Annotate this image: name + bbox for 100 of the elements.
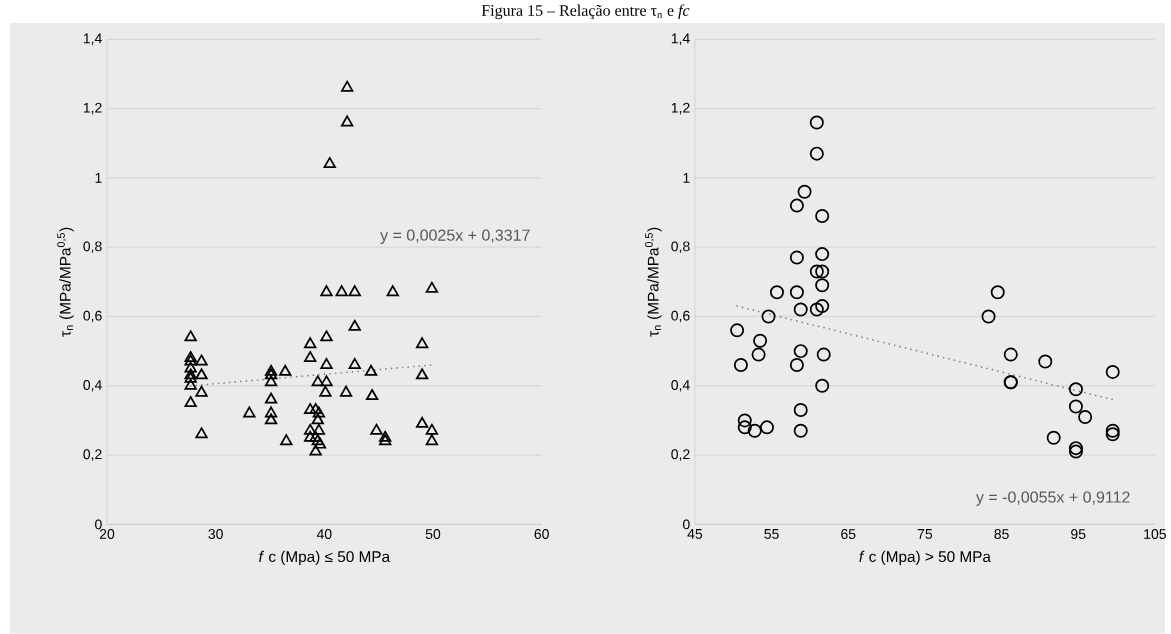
point bbox=[815, 278, 830, 293]
point bbox=[815, 247, 830, 262]
point bbox=[737, 413, 752, 428]
point bbox=[184, 378, 197, 390]
point bbox=[815, 378, 830, 393]
x-tick-label: 40 bbox=[316, 529, 332, 540]
point bbox=[386, 285, 399, 297]
point bbox=[425, 434, 439, 446]
point bbox=[789, 285, 804, 300]
point bbox=[793, 302, 808, 317]
point bbox=[348, 285, 361, 297]
y-tick-label: 0,8 bbox=[671, 241, 690, 254]
x-tick-label: 95 bbox=[1071, 529, 1086, 540]
point bbox=[320, 330, 333, 342]
point bbox=[304, 430, 317, 442]
point bbox=[415, 417, 429, 428]
point bbox=[320, 285, 333, 297]
point bbox=[1046, 430, 1061, 445]
point bbox=[379, 430, 392, 442]
point bbox=[243, 406, 256, 418]
x-axis-title: f c (Mpa) ≤ 50 MPa bbox=[259, 550, 391, 566]
point bbox=[737, 420, 752, 435]
point bbox=[761, 309, 776, 324]
point bbox=[747, 423, 762, 438]
point bbox=[340, 115, 354, 127]
y-tick-label: 1,4 bbox=[671, 33, 690, 46]
y-tick-label: 1,2 bbox=[83, 102, 102, 115]
point bbox=[809, 264, 824, 279]
x-tick-label: 30 bbox=[208, 529, 223, 540]
point bbox=[340, 80, 354, 92]
point bbox=[793, 403, 808, 418]
point bbox=[815, 299, 830, 314]
point bbox=[1003, 347, 1018, 362]
point bbox=[320, 358, 333, 370]
point bbox=[379, 434, 392, 446]
point bbox=[184, 330, 197, 342]
point bbox=[365, 389, 379, 401]
y-tick-label: 1 bbox=[95, 173, 102, 183]
point bbox=[753, 333, 768, 348]
point bbox=[280, 434, 293, 446]
x-tick-label: 60 bbox=[534, 529, 549, 540]
y-axis-title: τ$_{n}$ (MPa/MPa$^{0,5}$) bbox=[645, 227, 662, 337]
point bbox=[364, 365, 378, 376]
y-tick-label: 1,2 bbox=[671, 102, 690, 115]
point bbox=[264, 368, 278, 380]
point bbox=[323, 157, 336, 169]
point bbox=[415, 337, 429, 349]
x-tick-label: 45 bbox=[687, 529, 703, 539]
point bbox=[751, 347, 766, 362]
point bbox=[264, 406, 278, 418]
point bbox=[335, 285, 348, 297]
x-tick-label: 85 bbox=[994, 529, 1009, 540]
point bbox=[730, 323, 745, 338]
y-tick-label: 0,2 bbox=[671, 449, 690, 461]
point bbox=[1068, 382, 1083, 397]
point bbox=[733, 358, 748, 373]
point bbox=[320, 375, 333, 387]
point bbox=[1078, 410, 1093, 425]
point bbox=[195, 354, 208, 366]
x-axis-title: f c (Mpa) > 50 MPa bbox=[859, 550, 991, 566]
point bbox=[789, 358, 804, 373]
y-tick-label: 0 bbox=[682, 519, 690, 530]
point bbox=[797, 184, 812, 199]
y-tick-label: 1,4 bbox=[83, 33, 102, 46]
point bbox=[415, 368, 429, 380]
point bbox=[793, 344, 808, 359]
text: Figura 15 – Relação entre τ$_{n}$ e fc bbox=[481, 4, 690, 20]
point bbox=[304, 337, 317, 349]
point bbox=[264, 365, 278, 376]
point bbox=[1105, 365, 1120, 380]
x-tick-label: 55 bbox=[764, 529, 779, 539]
point bbox=[348, 358, 361, 370]
point bbox=[789, 250, 804, 265]
point bbox=[816, 347, 831, 362]
y-tick-label: 0,4 bbox=[83, 380, 102, 392]
x-tick-label: 105 bbox=[1144, 529, 1166, 540]
point bbox=[1105, 423, 1120, 438]
point bbox=[279, 365, 292, 376]
y-tick-label: 0,8 bbox=[83, 241, 102, 254]
point bbox=[815, 264, 830, 279]
point bbox=[809, 302, 824, 317]
point bbox=[348, 320, 361, 331]
y-tick-label: 1 bbox=[683, 173, 690, 183]
point bbox=[312, 423, 326, 435]
point bbox=[195, 427, 208, 439]
x-tick-label: 65 bbox=[841, 529, 856, 540]
point bbox=[1068, 399, 1083, 414]
point bbox=[309, 444, 322, 456]
point bbox=[769, 285, 784, 300]
point bbox=[981, 309, 996, 324]
point bbox=[815, 209, 830, 224]
point bbox=[1038, 354, 1053, 369]
point bbox=[370, 423, 383, 435]
y-tick-label: 0,2 bbox=[83, 449, 102, 461]
point bbox=[311, 375, 324, 387]
point bbox=[304, 351, 317, 363]
point bbox=[793, 423, 808, 438]
y-tick-label: 0 bbox=[95, 519, 102, 530]
y-tick-label: 0,6 bbox=[671, 310, 690, 323]
y-tick-label: 0,4 bbox=[671, 380, 690, 392]
